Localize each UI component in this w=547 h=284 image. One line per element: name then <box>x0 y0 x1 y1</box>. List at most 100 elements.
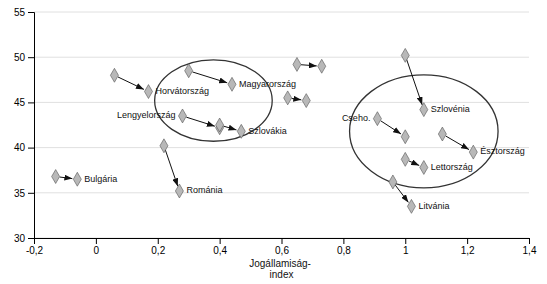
x-tick-label: 0,8 <box>337 245 351 256</box>
point-label: Litvánia <box>418 201 449 211</box>
arrow <box>223 126 236 130</box>
x-axis-title-line: index <box>270 269 294 280</box>
point-label: Cseho. <box>342 113 371 123</box>
x-axis-title-line: Jogállamiság- <box>249 258 311 269</box>
grid-line <box>34 192 529 193</box>
x-tick-mark <box>405 238 406 244</box>
point-label: Lengyelország <box>117 110 176 120</box>
y-axis-line <box>28 13 35 239</box>
arrow <box>292 98 302 99</box>
y-tick-mark <box>28 148 34 149</box>
point-label: Magyarország <box>239 79 296 89</box>
x-tick: 0,4 <box>213 238 227 256</box>
arrow <box>301 65 317 66</box>
start-marker <box>401 152 409 166</box>
grid-line <box>34 12 529 13</box>
x-tick: 0,8 <box>337 238 351 256</box>
end-marker <box>318 59 326 73</box>
y-axis: 30 35 40 45 50 55 <box>14 7 35 244</box>
point-label: Szlovénia <box>431 104 470 114</box>
x-tick: -0,2 <box>26 238 44 256</box>
y-tick-label: 35 <box>14 188 26 199</box>
arrow <box>193 72 228 83</box>
x-tick: 0,2 <box>151 238 165 256</box>
start-marker <box>185 64 193 78</box>
arrow <box>60 177 73 179</box>
arrow <box>186 117 215 126</box>
y-tick: 30 <box>14 233 34 244</box>
x-tick-mark <box>220 238 221 244</box>
y-tick-mark <box>28 238 34 239</box>
y-tick-mark <box>28 193 34 194</box>
ellipse <box>350 75 499 188</box>
start-marker <box>373 112 381 126</box>
y-tick-mark <box>28 57 34 58</box>
end-marker <box>237 124 245 138</box>
y-tick: 45 <box>14 97 34 108</box>
y-tick-label: 40 <box>14 142 26 153</box>
x-tick: 1 <box>403 238 409 256</box>
x-axis-title: Jogállamiság- index <box>249 258 313 280</box>
markers <box>52 48 478 213</box>
arrow <box>409 161 419 166</box>
x-tick-mark <box>96 238 97 244</box>
point-label: Észtország <box>480 146 525 156</box>
point-label: Románia <box>186 185 222 195</box>
x-tick-label: -0,2 <box>26 245 44 256</box>
y-tick: 40 <box>14 142 34 153</box>
end-marker <box>407 199 415 213</box>
x-tick-mark <box>343 238 344 244</box>
end-marker <box>302 94 310 108</box>
x-axis-line <box>35 239 530 245</box>
arrow <box>118 77 144 89</box>
end-marker <box>73 172 81 186</box>
y-tick-mark <box>28 102 34 103</box>
arrow <box>381 121 401 134</box>
x-tick-label: 0,4 <box>213 245 227 256</box>
start-marker <box>284 91 292 105</box>
x-tick-mark <box>467 238 468 244</box>
y-tick: 55 <box>14 7 34 18</box>
x-tick: 0,6 <box>275 238 289 256</box>
x-axis: -0,2 0 0,2 0,4 0,6 0,8 1 1,2 1,4 <box>26 238 537 256</box>
x-tick: 1,2 <box>461 238 475 256</box>
x-tick: 1,4 <box>523 238 537 256</box>
start-marker <box>52 170 60 184</box>
arrow <box>165 150 178 187</box>
y-tick-label: 55 <box>14 7 26 18</box>
x-tick-label: 1,2 <box>461 245 475 256</box>
end-marker <box>228 77 236 91</box>
y-tick: 35 <box>14 188 34 199</box>
x-tick-label: 1,4 <box>523 245 537 256</box>
arrow <box>446 136 469 150</box>
x-tick-label: 0 <box>94 245 100 256</box>
end-marker <box>175 184 183 198</box>
y-tick-label: 45 <box>14 97 26 108</box>
start-marker <box>293 57 301 71</box>
chart: -0,2 0 0,2 0,4 0,6 0,8 1 1,2 1,4 30 35 40 45 50 55 Jogá… <box>0 0 547 284</box>
point-label: Szlovákia <box>248 126 287 136</box>
grid-line <box>34 102 529 103</box>
arrow <box>395 185 408 202</box>
grid-line <box>34 147 529 148</box>
end-marker <box>420 161 428 175</box>
point-label: Bulgária <box>84 174 117 184</box>
x-tick-mark <box>282 238 283 244</box>
arrow <box>407 59 423 105</box>
x-tick-mark <box>158 238 159 244</box>
plot-area <box>52 48 498 213</box>
start-marker <box>401 48 409 62</box>
y-tick: 50 <box>14 52 34 63</box>
y-tick-label: 50 <box>14 52 26 63</box>
x-tick-label: 0,6 <box>275 245 289 256</box>
ellipses <box>155 60 498 188</box>
start-marker <box>389 175 397 189</box>
x-tick-label: 0,2 <box>151 245 165 256</box>
start-marker <box>178 109 186 123</box>
labels: Bulgária Horvátország Magyarország Lengyelo… <box>84 79 525 211</box>
point-label: Lettország <box>431 162 473 172</box>
y-tick-mark <box>28 12 34 13</box>
point-label: Horvátország <box>155 86 209 96</box>
end-marker <box>144 85 152 99</box>
start-marker <box>160 139 168 153</box>
